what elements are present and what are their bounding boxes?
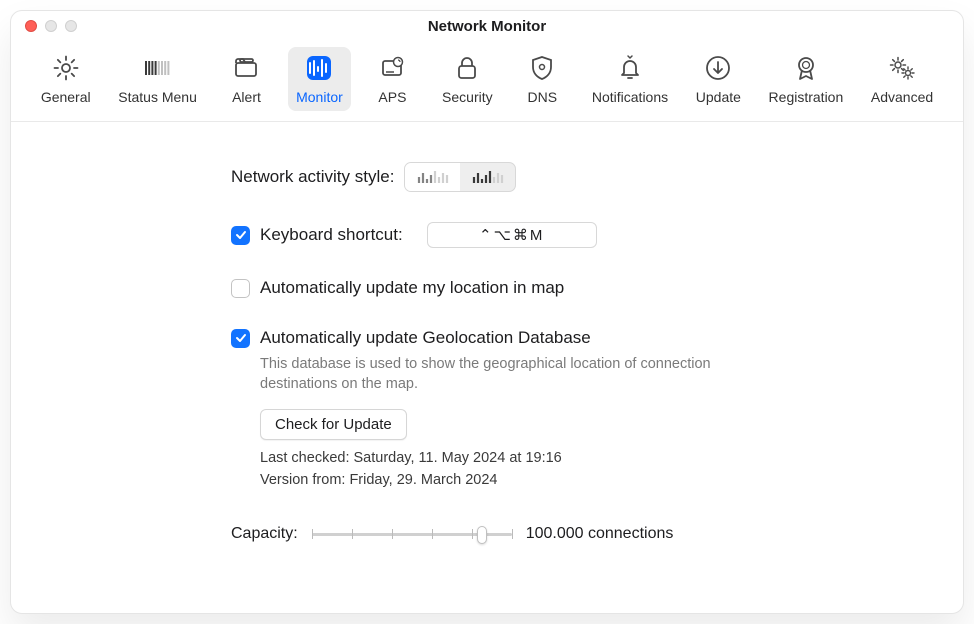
- toolbar-item-general[interactable]: General: [33, 47, 99, 111]
- activity-style-option-0[interactable]: [405, 163, 460, 191]
- geo-checkbox[interactable]: [231, 329, 250, 348]
- auto-location-row: Automatically update my location in map: [231, 278, 963, 298]
- toolbar-item-label: Status Menu: [118, 89, 197, 105]
- shield-icon: [527, 53, 557, 83]
- slider-tick: [432, 529, 433, 539]
- toolbar-item-statusmenu[interactable]: Status Menu: [110, 47, 205, 111]
- toolbar-item-alert[interactable]: Alert: [216, 47, 276, 111]
- toolbar-item-label: General: [41, 89, 91, 105]
- aps-icon: [377, 53, 407, 83]
- toolbar-item-label: APS: [378, 89, 406, 105]
- capacity-slider[interactable]: [312, 524, 512, 544]
- toolbar: General Status Menu Alert Monitor APS Securit…: [11, 41, 963, 122]
- shortcut-label: Keyboard shortcut:: [260, 225, 403, 245]
- geo-section: Automatically update Geolocation Databas…: [231, 328, 963, 488]
- toolbar-item-notifications[interactable]: Notifications: [584, 47, 676, 111]
- window-title: Network Monitor: [11, 18, 963, 35]
- activity-style-segmented[interactable]: [404, 162, 516, 192]
- toolbar-item-label: Alert: [232, 89, 261, 105]
- toolbar-item-monitor[interactable]: Monitor: [288, 47, 351, 111]
- check-icon: [235, 229, 247, 241]
- toolbar-item-update[interactable]: Update: [688, 47, 749, 111]
- geo-row: Automatically update Geolocation Databas…: [231, 328, 963, 348]
- slider-tick: [512, 529, 513, 539]
- slider-tick: [472, 529, 473, 539]
- monitor-bars-icon: [304, 53, 334, 83]
- toolbar-item-aps[interactable]: APS: [362, 47, 422, 111]
- slider-knob[interactable]: [477, 526, 487, 544]
- shortcut-row: Keyboard shortcut: ⌃⌥⌘M: [231, 222, 963, 248]
- activity-style-label: Network activity style:: [231, 167, 394, 187]
- toolbar-item-advanced[interactable]: Advanced: [863, 47, 941, 111]
- capacity-row: Capacity: 100.000 connections: [231, 524, 963, 544]
- capacity-label: Capacity:: [231, 525, 298, 543]
- toolbar-item-label: DNS: [527, 89, 557, 105]
- toolbar-item-label: Update: [696, 89, 741, 105]
- preferences-window: Network Monitor General Status Menu Alert M…: [10, 10, 964, 614]
- gears-icon: [887, 53, 917, 83]
- gear-icon: [51, 53, 81, 83]
- bell-icon: [615, 53, 645, 83]
- check-icon: [235, 332, 247, 344]
- toolbar-item-label: Registration: [769, 89, 844, 105]
- shortcut-field[interactable]: ⌃⌥⌘M: [427, 222, 597, 248]
- slider-tick: [312, 529, 313, 539]
- download-icon: [703, 53, 733, 83]
- toolbar-item-label: Security: [442, 89, 493, 105]
- activity-style-option-1[interactable]: [460, 163, 515, 191]
- ribbon-icon: [791, 53, 821, 83]
- toolbar-item-dns[interactable]: DNS: [512, 47, 572, 111]
- check-update-button[interactable]: Check for Update: [260, 409, 407, 440]
- geo-label: Automatically update Geolocation Databas…: [260, 328, 591, 348]
- toolbar-item-label: Monitor: [296, 89, 343, 105]
- folder-icon: [231, 53, 261, 83]
- titlebar: Network Monitor: [11, 11, 963, 41]
- toolbar-item-label: Notifications: [592, 89, 668, 105]
- capacity-value: 100.000 connections: [526, 525, 674, 543]
- shortcut-checkbox[interactable]: [231, 226, 250, 245]
- content: Network activity style: Keyboard shortcu…: [11, 122, 963, 544]
- slider-tick: [392, 529, 393, 539]
- geo-description: This database is used to show the geogra…: [260, 354, 780, 395]
- auto-location-checkbox[interactable]: [231, 279, 250, 298]
- toolbar-item-label: Advanced: [871, 89, 933, 105]
- toolbar-item-registration[interactable]: Registration: [761, 47, 852, 111]
- toolbar-item-security[interactable]: Security: [434, 47, 501, 111]
- bars-icon: [143, 53, 173, 83]
- slider-tick: [352, 529, 353, 539]
- auto-location-label: Automatically update my location in map: [260, 278, 564, 298]
- geo-last-checked: Last checked: Saturday, 11. May 2024 at …: [260, 450, 963, 466]
- lock-icon: [452, 53, 482, 83]
- activity-style-row: Network activity style:: [231, 162, 963, 192]
- geo-version: Version from: Friday, 29. March 2024: [260, 472, 963, 488]
